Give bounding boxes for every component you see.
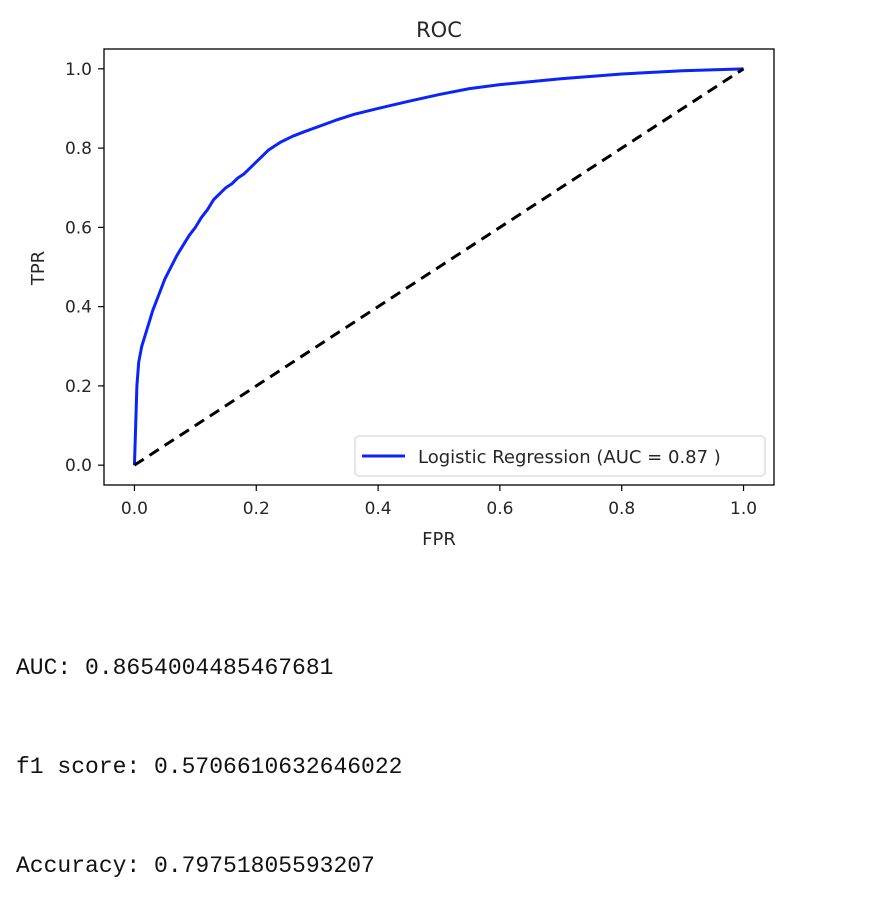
x-tick-label: 0.2 [243,499,270,519]
y-tick-label: 0.2 [65,377,92,397]
y-tick-label: 0.4 [65,298,92,318]
axis-ticks: 0.0 0.2 0.4 0.6 0.8 1.0 0.0 0.2 0.4 0.6 0.8 1.0 [65,60,757,519]
y-tick-label: 0.6 [65,218,92,238]
legend-box [354,435,766,477]
accuracy-output-line: Accuracy: 0.79751805593207 [16,853,375,879]
roc-curve-logistic [132,67,744,466]
chart-title: ROC [416,18,462,42]
x-tick-label: 0.0 [121,499,148,519]
chance-diagonal-line [133,67,745,467]
legend: Logistic Regression (AUC = 0.87 ) [354,435,766,477]
legend-label-logistic: Logistic Regression (AUC = 0.87 ) [418,447,721,468]
roc-chart: ROC 0.0 0.2 0.4 0.6 0.8 1.0 0.0 0.2 0.4 0.6 0.8 1.0… [28,18,775,550]
auc-output-line: AUC: 0.8654004485467681 [16,655,334,681]
y-tick-label: 1.0 [65,60,92,80]
f1-score-output-line: f1 score: 0.5706610632646022 [16,754,403,780]
plot-area [132,67,745,467]
x-tick-label: 0.8 [608,499,635,519]
y-tick-label: 0.8 [65,139,92,159]
x-axis-label: FPR [422,529,456,550]
x-tick-label: 0.4 [365,499,392,519]
x-tick-label: 1.0 [730,499,757,519]
y-tick-label: 0.0 [65,456,92,476]
x-tick-label: 0.6 [486,499,513,519]
notebook-output: AUC: 0.8654004485467681 f1 score: 0.5706… [16,586,402,916]
y-axis-label: TPR [28,251,49,286]
plot-frame [103,48,775,486]
